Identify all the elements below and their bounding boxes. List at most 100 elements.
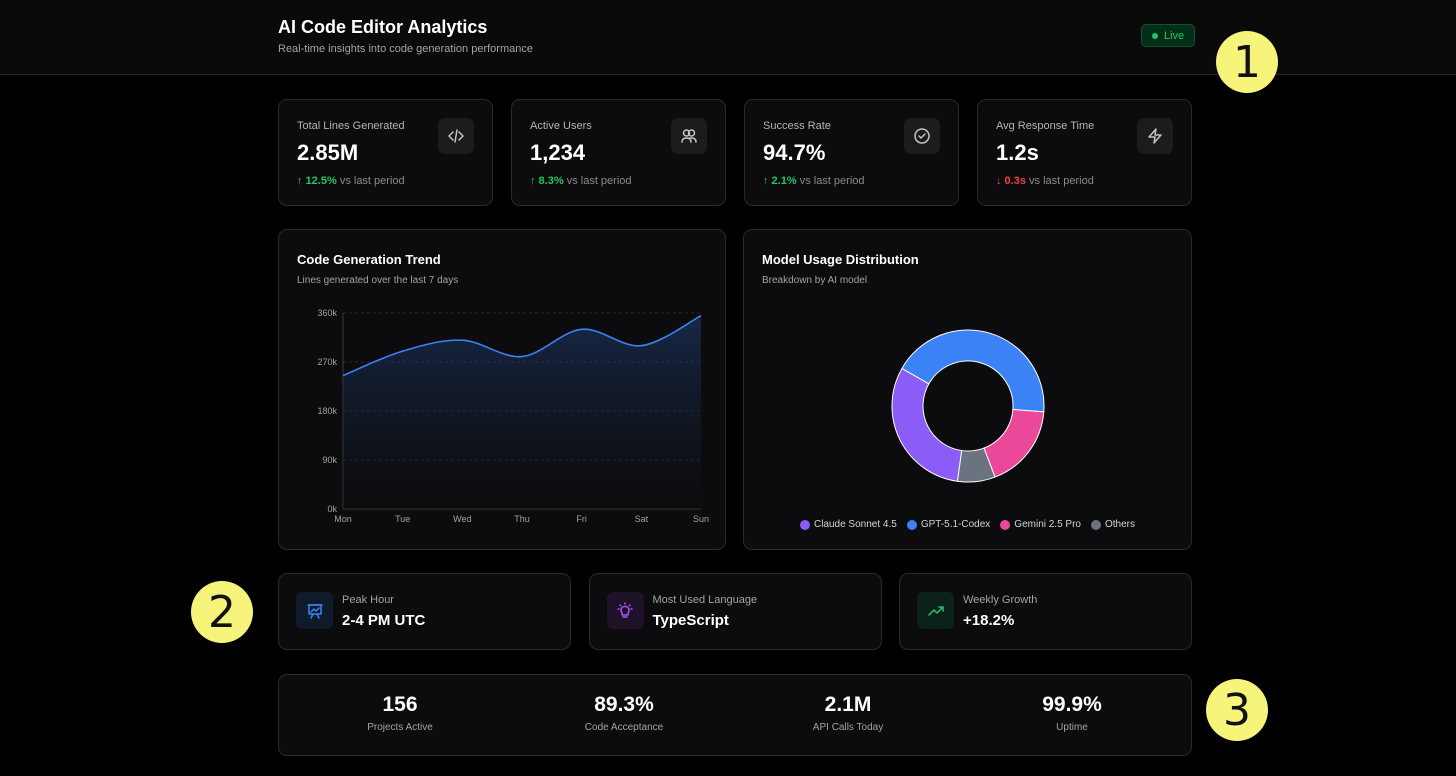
x-tick-label: Thu bbox=[514, 514, 530, 524]
chart-legend: Claude Sonnet 4.5 GPT-5.1-Codex Gemini 2.5… bbox=[744, 519, 1191, 530]
donut-slice bbox=[891, 367, 963, 482]
donut-slice bbox=[901, 329, 1045, 413]
lightning-icon bbox=[1137, 118, 1173, 154]
header: AI Code Editor Analytics Real-time insig… bbox=[0, 0, 1456, 75]
legend-swatch-icon bbox=[799, 519, 810, 530]
summary-value: 2.1M bbox=[824, 693, 872, 716]
trend-area bbox=[343, 315, 701, 509]
legend-item[interactable]: Claude Sonnet 4.5 bbox=[799, 519, 897, 530]
lightbulb-icon bbox=[606, 592, 644, 629]
model-usage-subtitle: Breakdown by AI model bbox=[762, 275, 868, 286]
stat-card: Active Users 1,234 ↑ 8.3% vs last period bbox=[511, 99, 726, 206]
stat-label: Avg Response Time bbox=[996, 120, 1095, 132]
annotation-badge-3: 3 bbox=[1206, 679, 1268, 741]
stat-change-value: ↑ 2.1% bbox=[763, 175, 797, 187]
annotation-badge-2: 2 bbox=[191, 581, 253, 643]
y-tick-label: 360k bbox=[317, 308, 337, 318]
summary-metric: 99.9% Uptime bbox=[958, 693, 1186, 733]
x-tick-label: Wed bbox=[453, 514, 471, 524]
stat-card: Avg Response Time 1.2s ↓ 0.3s vs last pe… bbox=[977, 99, 1192, 206]
summary-bar: 156 Projects Active 89.3% Code Acceptance 2.… bbox=[278, 674, 1192, 756]
live-badge: Live bbox=[1141, 24, 1196, 47]
legend-swatch-icon bbox=[1000, 519, 1011, 530]
stat-value: 94.7% bbox=[763, 140, 826, 165]
x-tick-label: Mon bbox=[334, 514, 352, 524]
stat-change: ↑ 12.5% vs last period bbox=[297, 175, 405, 187]
trending-up-icon bbox=[917, 592, 954, 629]
stat-value: 2.85M bbox=[297, 140, 359, 165]
stat-card: Success Rate 94.7% ↑ 2.1% vs last period bbox=[744, 99, 959, 206]
stat-value: 1.2s bbox=[996, 140, 1039, 165]
donut-slice bbox=[983, 408, 1045, 478]
summary-label: Projects Active bbox=[367, 722, 433, 733]
donut-chart bbox=[891, 329, 1045, 483]
summary-metric: 2.1M API Calls Today bbox=[734, 693, 962, 733]
trend-chart-title: Code Generation Trend bbox=[297, 252, 441, 267]
trend-line bbox=[342, 315, 702, 377]
page-subtitle: Real-time insights into code generation … bbox=[278, 43, 533, 55]
legend-swatch-icon bbox=[1091, 519, 1101, 530]
legend-item[interactable]: GPT-5.1-Codex bbox=[906, 519, 991, 530]
y-tick-label: 0k bbox=[327, 504, 337, 514]
stat-label: Total Lines Generated bbox=[297, 120, 405, 132]
y-tick-label: 90k bbox=[322, 455, 337, 465]
y-tick-label: 270k bbox=[317, 357, 337, 367]
live-dot-icon bbox=[1152, 32, 1158, 39]
trend-chart-card: Code Generation Trend Lines generated ov… bbox=[278, 229, 726, 550]
insight-value: TypeScript bbox=[652, 612, 729, 629]
stat-label: Success Rate bbox=[763, 120, 831, 132]
insight-card: Weekly Growth +18.2% bbox=[899, 573, 1192, 650]
stat-change-value: ↑ 12.5% bbox=[297, 175, 337, 187]
summary-label: API Calls Today bbox=[812, 722, 884, 733]
stat-card: Total Lines Generated 2.85M ↑ 12.5% vs l… bbox=[278, 99, 493, 206]
trend-chart: 0k 90k 180k 270k 360k Mon Tue Wed Thu Fri Sat Sun bbox=[317, 308, 709, 524]
stat-change-suffix: vs last period bbox=[799, 175, 865, 187]
stat-change-value: ↓ 0.3s bbox=[996, 175, 1026, 187]
donut-slice bbox=[956, 447, 996, 483]
insight-card: Most Used Language TypeScript bbox=[588, 573, 882, 650]
summary-metric: 89.3% Code Acceptance bbox=[510, 693, 738, 733]
stat-change: ↓ 0.3s vs last period bbox=[996, 175, 1094, 187]
stat-change-suffix: vs last period bbox=[339, 175, 405, 187]
model-usage-title: Model Usage Distribution bbox=[762, 252, 919, 267]
insight-card: Peak Hour 2-4 PM UTC bbox=[278, 573, 571, 650]
trend-chart-subtitle: Lines generated over the last 7 days bbox=[297, 275, 459, 286]
legend-item[interactable]: Gemini 2.5 Pro bbox=[1000, 519, 1081, 530]
insight-value: +18.2% bbox=[963, 612, 1015, 629]
summary-metric: 156 Projects Active bbox=[286, 693, 514, 733]
code-icon bbox=[438, 118, 474, 154]
summary-label: Code Acceptance bbox=[584, 722, 664, 733]
summary-value: 156 bbox=[382, 693, 418, 716]
insight-label: Most Used Language bbox=[652, 594, 758, 606]
stat-label: Active Users bbox=[530, 120, 592, 132]
legend-label: Others bbox=[1105, 519, 1136, 530]
legend-item[interactable]: Others bbox=[1091, 519, 1135, 530]
x-tick-label: Tue bbox=[395, 514, 410, 524]
insight-value: 2-4 PM UTC bbox=[342, 612, 426, 629]
summary-value: 99.9% bbox=[1042, 693, 1102, 716]
stat-change-suffix: vs last period bbox=[566, 175, 632, 187]
legend-swatch-icon bbox=[906, 519, 917, 530]
summary-label: Uptime bbox=[1056, 722, 1088, 733]
stat-change: ↑ 8.3% vs last period bbox=[530, 175, 632, 187]
legend-label: GPT-5.1-Codex bbox=[920, 519, 991, 530]
stat-value: 1,234 bbox=[530, 140, 586, 165]
model-usage-card: Model Usage Distribution Breakdown by AI… bbox=[743, 229, 1192, 550]
insight-label: Peak Hour bbox=[342, 594, 394, 606]
live-label: Live bbox=[1164, 29, 1185, 42]
users-icon bbox=[671, 118, 707, 154]
annotation-badge-1: 1 bbox=[1216, 31, 1278, 93]
legend-label: Claude Sonnet 4.5 bbox=[813, 519, 897, 530]
legend-label: Gemini 2.5 Pro bbox=[1014, 519, 1081, 530]
summary-value: 89.3% bbox=[594, 693, 654, 716]
stat-change-value: ↑ 8.3% bbox=[530, 175, 564, 187]
x-tick-label: Sat bbox=[635, 514, 649, 524]
stat-change: ↑ 2.1% vs last period bbox=[763, 175, 865, 187]
x-tick-label: Sun bbox=[693, 514, 709, 524]
insight-label: Weekly Growth bbox=[963, 594, 1038, 606]
stat-change-suffix: vs last period bbox=[1029, 175, 1094, 187]
presentation-chart-icon bbox=[296, 592, 333, 629]
y-tick-label: 180k bbox=[317, 406, 337, 416]
check-circle-icon bbox=[904, 118, 940, 154]
page-title: AI Code Editor Analytics bbox=[278, 17, 488, 37]
